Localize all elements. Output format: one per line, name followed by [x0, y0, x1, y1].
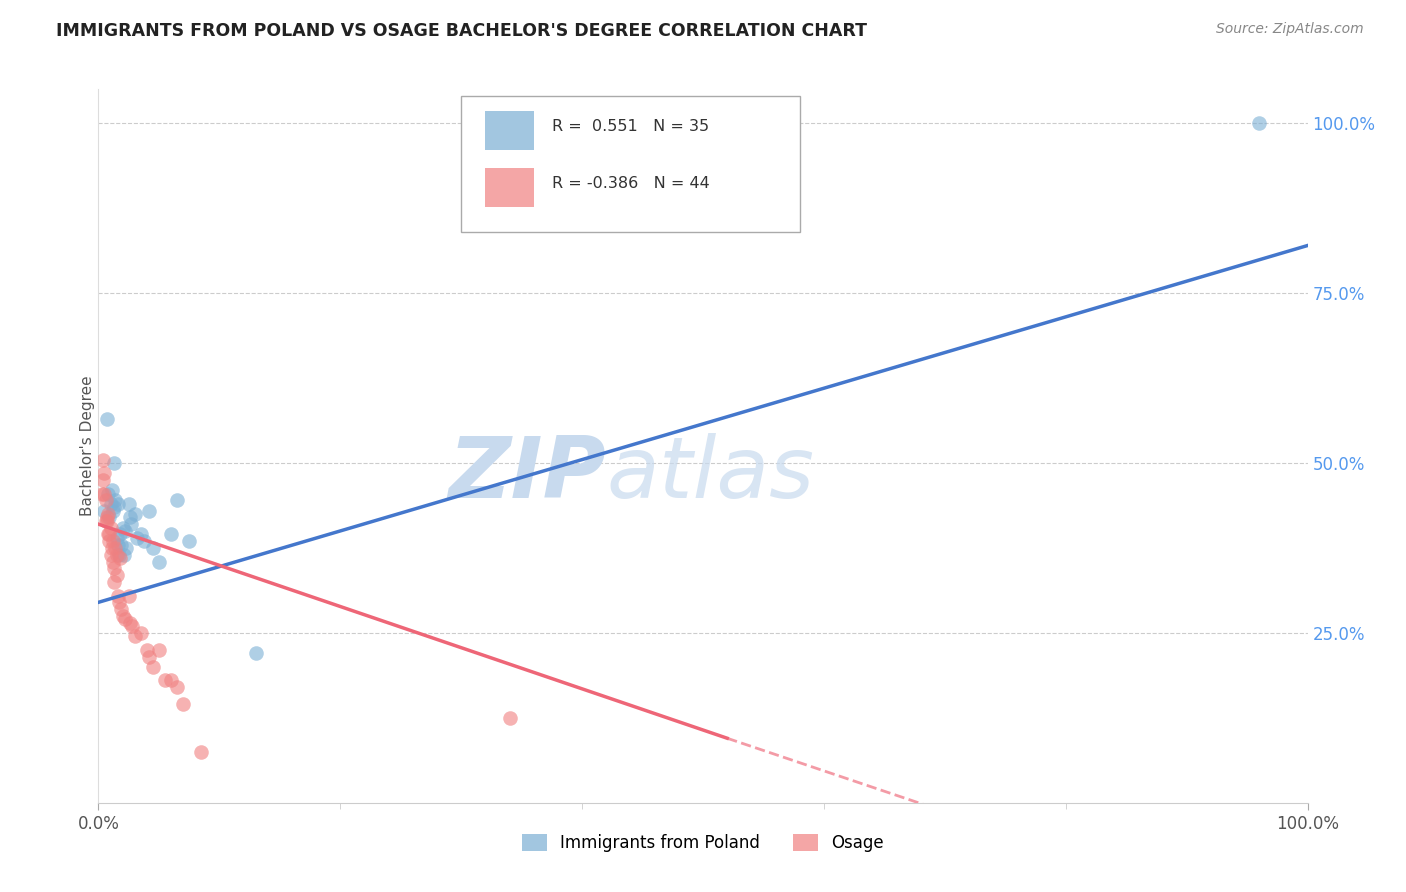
Point [110, 537, 132, 551]
Point [96, 514, 118, 528]
Point [107, 537, 129, 551]
Point [148, 643, 170, 657]
Point [107, 497, 129, 511]
Point [148, 555, 170, 569]
Point [166, 680, 188, 694]
Point [111, 608, 134, 623]
Point [179, 534, 201, 549]
Point [118, 589, 141, 603]
Point [134, 534, 156, 549]
Point [100, 483, 122, 498]
Point [138, 503, 160, 517]
Point [105, 548, 128, 562]
Point [103, 574, 125, 589]
Point [101, 555, 124, 569]
Point [142, 660, 165, 674]
Point [100, 497, 122, 511]
Point [160, 673, 183, 688]
Point [105, 568, 128, 582]
Point [110, 602, 132, 616]
Point [105, 531, 128, 545]
Legend: Immigrants from Poland, Osage: Immigrants from Poland, Osage [515, 827, 891, 859]
Point [98, 534, 121, 549]
Point [111, 520, 134, 534]
Point [127, 531, 149, 545]
Text: atlas: atlas [606, 433, 814, 516]
Point [93, 466, 115, 480]
Point [96, 510, 118, 524]
Point [115, 541, 138, 555]
Point [94, 514, 117, 528]
FancyBboxPatch shape [485, 111, 534, 150]
Point [97, 527, 120, 541]
Point [103, 500, 125, 515]
Point [166, 493, 188, 508]
Point [103, 456, 125, 470]
Point [93, 486, 115, 500]
Point [114, 612, 136, 626]
Text: Source: ZipAtlas.com: Source: ZipAtlas.com [1216, 22, 1364, 37]
Point [245, 646, 267, 660]
Point [104, 541, 127, 555]
Point [108, 551, 131, 566]
FancyBboxPatch shape [485, 168, 534, 207]
Point [101, 534, 124, 549]
Point [135, 643, 157, 657]
Point [190, 745, 212, 759]
Point [91, 486, 114, 500]
Point [108, 548, 131, 562]
Point [118, 497, 141, 511]
Point [100, 548, 122, 562]
Point [118, 510, 141, 524]
Text: R =  0.551   N = 35: R = 0.551 N = 35 [551, 119, 709, 134]
FancyBboxPatch shape [461, 96, 800, 232]
Point [112, 548, 135, 562]
Point [129, 626, 152, 640]
Point [124, 629, 146, 643]
Point [172, 698, 194, 712]
Point [94, 493, 117, 508]
Point [129, 527, 152, 541]
Text: ZIP: ZIP [449, 433, 606, 516]
Point [121, 619, 143, 633]
Point [142, 541, 165, 555]
Text: R = -0.386   N = 44: R = -0.386 N = 44 [551, 176, 710, 191]
Point [104, 493, 127, 508]
Point [124, 507, 146, 521]
Y-axis label: Bachelor's Degree: Bachelor's Degree [80, 376, 94, 516]
Point [100, 520, 122, 534]
Point [160, 527, 183, 541]
Point [1249, 116, 1271, 130]
Point [93, 503, 115, 517]
Point [103, 561, 125, 575]
Point [138, 649, 160, 664]
Point [107, 589, 129, 603]
Point [96, 412, 118, 426]
Point [153, 673, 176, 688]
Point [98, 510, 121, 524]
Point [101, 503, 124, 517]
Point [100, 541, 122, 555]
Point [114, 524, 136, 538]
Point [97, 486, 120, 500]
Point [120, 517, 142, 532]
Point [498, 711, 520, 725]
Point [98, 527, 121, 541]
Point [118, 615, 141, 630]
Point [91, 452, 114, 467]
Point [108, 527, 131, 541]
Point [97, 507, 120, 521]
Point [91, 473, 114, 487]
Text: IMMIGRANTS FROM POLAND VS OSAGE BACHELOR'S DEGREE CORRELATION CHART: IMMIGRANTS FROM POLAND VS OSAGE BACHELOR… [56, 22, 868, 40]
Point [108, 595, 131, 609]
